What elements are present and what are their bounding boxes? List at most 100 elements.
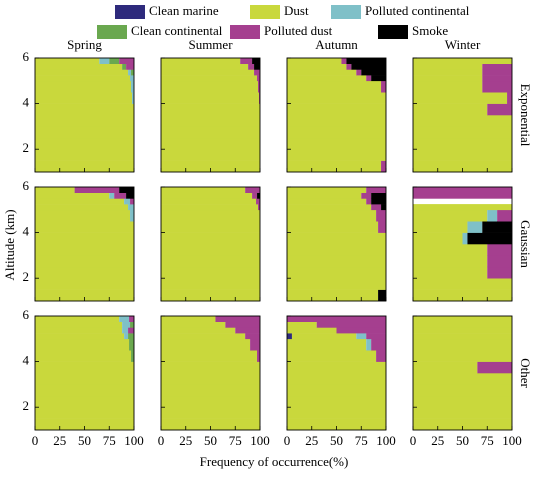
bar-segment: [235, 327, 260, 334]
bar-segment: [35, 103, 134, 116]
y-tick-label: 2: [23, 140, 30, 155]
bar-segment: [109, 192, 115, 199]
bar-segment: [257, 350, 260, 362]
bar-segment: [287, 221, 379, 233]
bar-segment: [74, 187, 120, 193]
bar-segment: [35, 63, 123, 70]
bar-segment: [336, 327, 386, 334]
bar-segment: [376, 350, 386, 362]
bar-segment: [413, 395, 512, 408]
bar-segment: [413, 126, 512, 139]
bar-segment: [122, 321, 131, 328]
bar-segment: [35, 255, 134, 268]
bar-segment: [287, 316, 386, 322]
bar-segment: [35, 149, 134, 161]
bar-segment: [131, 80, 134, 93]
bar-segment: [161, 69, 255, 76]
bar-segment: [35, 137, 134, 150]
bar-segment: [215, 316, 260, 322]
bar-segment: [413, 192, 512, 199]
bar-segment: [287, 255, 386, 268]
bar-segment: [487, 209, 498, 222]
bar-segment: [161, 278, 260, 290]
panel-frame: [34, 186, 135, 302]
bar-segment: [35, 75, 131, 82]
bar-segment: [35, 407, 134, 419]
bar-segment: [361, 192, 372, 199]
x-axis-label: Frequency of occurrence(%): [200, 454, 349, 469]
panel-frame: [160, 186, 261, 302]
bar-segment: [482, 75, 512, 82]
x-tick-label: 25: [179, 433, 192, 448]
panel-frame: [286, 315, 387, 431]
row-label: Exponential: [518, 84, 533, 147]
bar-segment: [487, 255, 512, 268]
column-title: Spring: [67, 37, 102, 52]
bar-segment: [477, 361, 512, 374]
bar-segment: [287, 244, 386, 256]
bar-segment: [124, 333, 129, 340]
bar-segment: [482, 69, 512, 76]
panel-frame: [34, 57, 135, 173]
bar-segment: [119, 316, 130, 322]
column-title: Winter: [445, 37, 481, 52]
bar-segment: [161, 244, 260, 256]
y-tick-label: 4: [23, 224, 30, 239]
legend-swatch: [378, 25, 408, 39]
bar-segment: [161, 350, 258, 362]
x-tick-label: 100: [376, 433, 396, 448]
bar-segment: [413, 92, 508, 104]
x-tick-label: 50: [330, 433, 343, 448]
legend-label: Clean continental: [131, 23, 223, 38]
bar-segment: [346, 58, 386, 64]
bar-segment: [122, 327, 129, 334]
bar-segment: [413, 69, 483, 76]
x-tick-label: 50: [456, 433, 469, 448]
bar-segment: [35, 333, 125, 340]
bar-segment: [413, 244, 488, 256]
bar-segment: [161, 221, 260, 233]
bar-segment: [128, 327, 134, 334]
bar-segment: [35, 338, 130, 351]
bar-segment: [413, 418, 512, 431]
bar-segment: [161, 149, 260, 161]
bar-segment: [497, 209, 512, 222]
bar-segment: [413, 289, 512, 302]
bar-segment: [413, 316, 512, 322]
bar-segment: [371, 204, 382, 211]
x-tick-label: 0: [284, 433, 291, 448]
bar-segment: [161, 255, 260, 268]
bar-segment: [161, 103, 260, 116]
bar-segment: [287, 327, 337, 334]
bar-segment: [240, 58, 253, 64]
bar-segment: [99, 58, 110, 64]
x-tick-label: 25: [305, 433, 318, 448]
bar-segment: [413, 75, 483, 82]
bar-segment: [287, 126, 386, 139]
y-tick-label: 4: [23, 95, 30, 110]
legend-label: Dust: [284, 3, 309, 18]
bar-segment: [413, 350, 512, 362]
panel-frame: [34, 315, 135, 431]
bar-segment: [316, 321, 386, 328]
bar-segment: [130, 198, 134, 205]
bar-segment: [254, 69, 260, 76]
bar-segment: [129, 338, 134, 351]
bar-segment: [254, 63, 260, 70]
bar-segment: [378, 221, 386, 233]
bar-segment: [413, 209, 488, 222]
y-tick-label: 4: [23, 353, 30, 368]
bar-segment: [35, 126, 134, 139]
bar-segment: [161, 187, 246, 193]
bar-segment: [114, 192, 127, 199]
bar-segment: [161, 316, 216, 322]
bar-segment: [35, 395, 134, 408]
bar-segment: [381, 204, 386, 211]
x-tick-label: 100: [250, 433, 270, 448]
bar-segment: [366, 75, 372, 82]
bar-segment: [351, 63, 386, 70]
x-tick-label: 50: [204, 433, 217, 448]
bar-segment: [161, 266, 260, 279]
bar-segment: [35, 58, 100, 64]
bar-segment: [413, 232, 463, 245]
